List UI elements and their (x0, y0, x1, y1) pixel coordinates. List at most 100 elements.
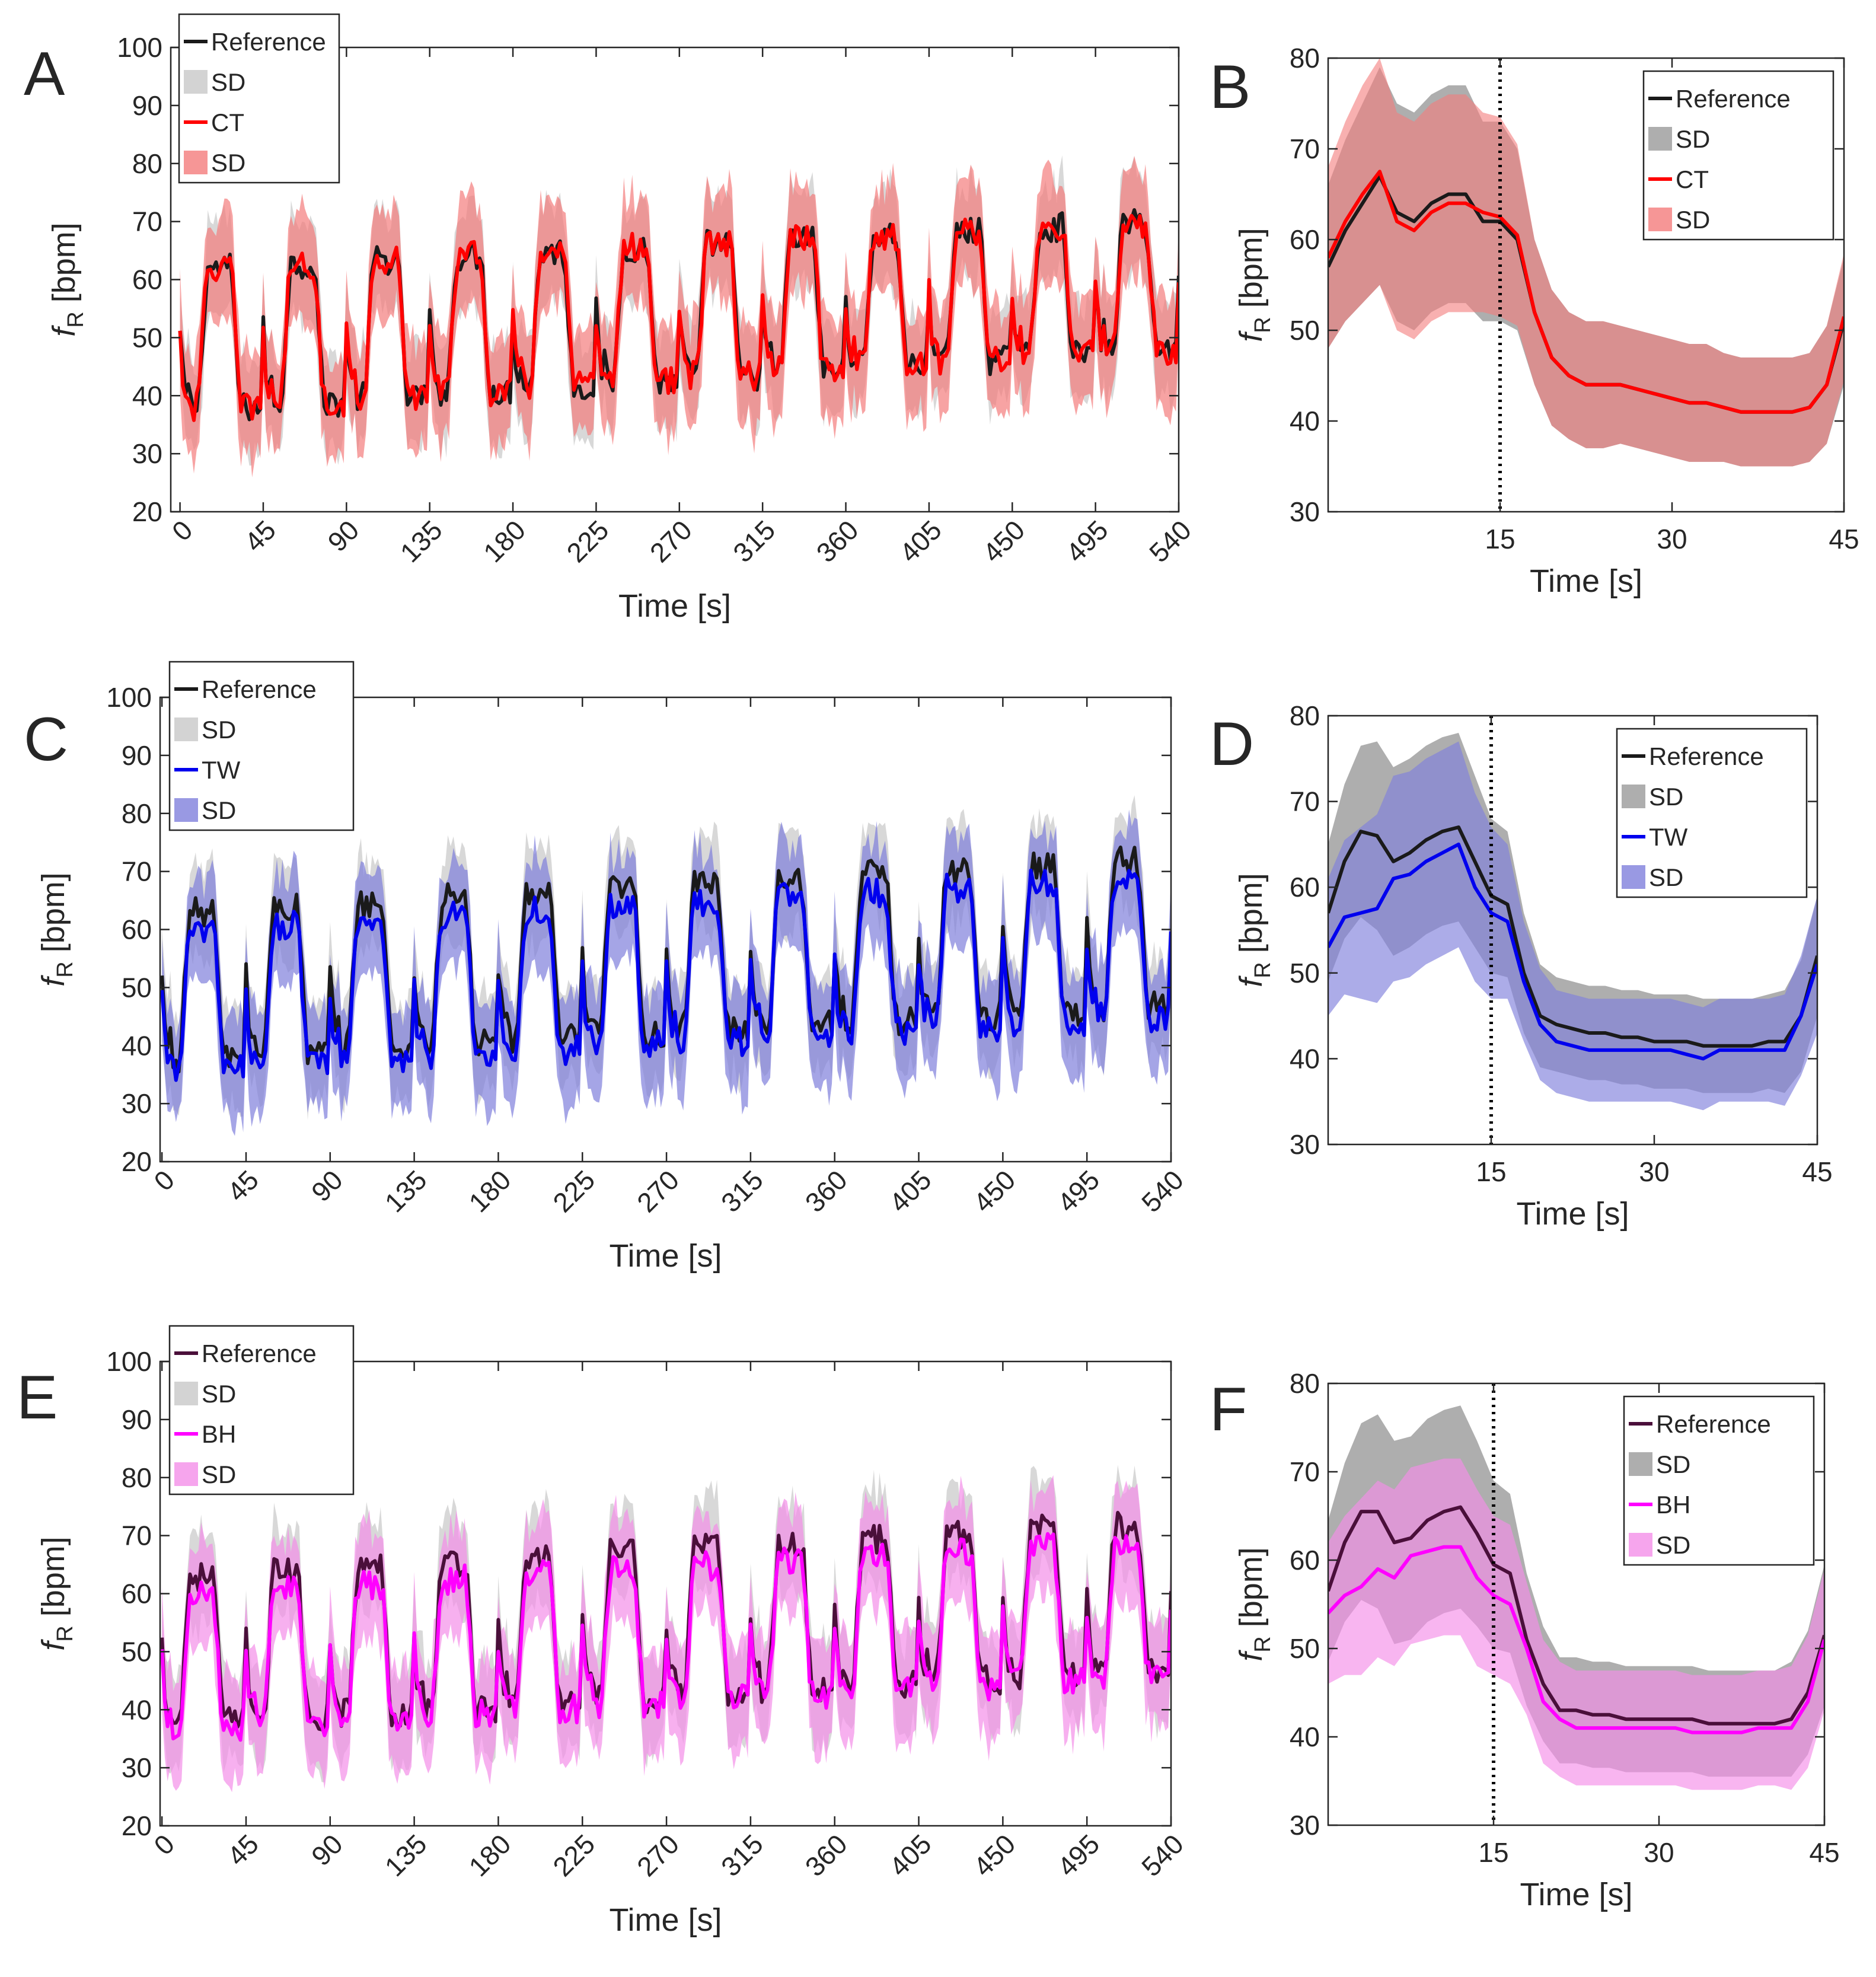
x-tick-label: 45 (221, 1164, 264, 1207)
x-tick-label: 90 (321, 514, 365, 557)
legend: Reference SD BH SD (1623, 1395, 1815, 1566)
legend-label: Reference (1649, 742, 1764, 770)
x-axis-label: Time [s] (1530, 563, 1642, 599)
legend-label: SD (202, 716, 236, 744)
legend-label: SD (1656, 1531, 1690, 1559)
y-tick-label: 30 (122, 1088, 152, 1119)
x-tick-label: 360 (799, 1164, 853, 1218)
legend-label: Reference (1676, 85, 1791, 113)
y-tick-label: 90 (122, 740, 152, 771)
panel-letter: C (24, 705, 68, 774)
y-tick-label: 50 (122, 972, 152, 1003)
legend: Reference SD CT SD (1642, 70, 1834, 241)
x-tick-label: 45 (1802, 1156, 1832, 1187)
y-tick-label: 40 (1290, 406, 1320, 436)
panel-b: 30 40 50 60 70 80 15 30 45 Time [s] fR [bpm] B Refer… (1210, 43, 1859, 599)
legend-label: Reference (211, 28, 326, 56)
x-tick-label: 135 (379, 1828, 433, 1882)
x-tick-label: 495 (1051, 1164, 1105, 1218)
legend-box (1616, 728, 1808, 898)
y-axis-label: fR [bpm] (36, 872, 78, 987)
series-layer (1328, 732, 1817, 1111)
x-tick-label: 270 (644, 514, 698, 568)
y-tick-label: 100 (106, 682, 152, 713)
legend-box (168, 1325, 355, 1495)
legend-box (168, 661, 355, 831)
series-line-ct (178, 213, 1179, 422)
legend-swatch-band (1622, 865, 1645, 889)
x-tick-label: 15 (1478, 1837, 1508, 1868)
x-tick-label: 360 (811, 514, 864, 568)
legend-label: SD (1649, 783, 1683, 811)
sd-band-bh (1328, 1458, 1824, 1790)
x-axis-label: Time [s] (609, 1238, 722, 1274)
x-tick-label: 90 (305, 1164, 349, 1207)
legend: Reference SD CT SD (178, 13, 340, 184)
y-tick-label: 60 (132, 264, 162, 295)
panel-d: 30 40 50 60 70 80 15 30 45 Time [s] fR [bpm] D Refer… (1210, 700, 1833, 1232)
panel-e: 20 30 40 50 60 70 80 90 100 0 45 90 135 180 225 270 315 3… (17, 1325, 1189, 1938)
legend: Reference SD BH SD (168, 1325, 355, 1495)
x-tick-label: 225 (560, 514, 614, 568)
x-tick-label: 315 (715, 1828, 769, 1882)
y-tick-label: 80 (1290, 43, 1320, 74)
x-tick-label: 135 (379, 1164, 433, 1218)
y-axis-label: fR [bpm] (1233, 1547, 1275, 1662)
y-tick-label: 60 (1290, 224, 1320, 255)
x-tick-label: 315 (727, 514, 781, 568)
y-tick-label: 80 (122, 798, 152, 829)
series-layer (1328, 1405, 1824, 1790)
y-tick-label: 40 (1290, 1043, 1320, 1074)
y-tick-label: 60 (122, 914, 152, 945)
series-line-reference (160, 845, 1171, 1074)
y-tick-label: 70 (1290, 133, 1320, 164)
y-tick-label: 20 (122, 1146, 152, 1177)
x-tick-label: 15 (1485, 524, 1515, 554)
x-tick-label: 45 (238, 514, 282, 557)
x-tick-label: 45 (1829, 524, 1859, 554)
legend-label: SD (1676, 206, 1710, 234)
y-tick-label: 40 (1290, 1721, 1320, 1752)
y-tick-label: 30 (132, 438, 162, 469)
legend: Reference SD TW SD (1616, 728, 1808, 898)
x-tick-label: 540 (1135, 1164, 1189, 1218)
y-tick-label: 50 (1290, 1633, 1320, 1664)
x-tick-label: 30 (1639, 1156, 1669, 1187)
x-tick-label: 30 (1657, 524, 1687, 554)
y-tick-label: 30 (1290, 1810, 1320, 1841)
x-tick-label: 135 (394, 514, 448, 568)
y-axis-label: fR [bpm] (1233, 873, 1275, 987)
series-layer (160, 1465, 1171, 1793)
y-tick-label: 30 (122, 1752, 152, 1783)
y-tick-label: 60 (122, 1579, 152, 1609)
x-tick-label: 405 (894, 514, 947, 568)
y-tick-label: 80 (122, 1462, 152, 1493)
axes-box (1327, 57, 1845, 513)
y-tick-label: 80 (1290, 700, 1320, 731)
legend-swatch-band (184, 70, 208, 94)
y-tick-label: 60 (1290, 872, 1320, 903)
y-tick-label: 30 (1290, 496, 1320, 527)
x-tick-label: 180 (462, 1164, 516, 1218)
x-tick-label: 450 (977, 514, 1030, 568)
y-tick-label: 50 (1290, 315, 1320, 346)
legend-swatch-band (174, 1382, 198, 1405)
x-tick-label: 90 (305, 1828, 349, 1871)
axes-box (1327, 1382, 1826, 1826)
panel-letter: F (1210, 1375, 1248, 1444)
legend-swatch-band (1648, 127, 1672, 151)
legend-label: Reference (1656, 1410, 1771, 1438)
panel-letter: A (24, 40, 65, 109)
y-tick-label: 40 (122, 1030, 152, 1061)
y-tick-label: 100 (117, 32, 162, 63)
x-tick-label: 180 (462, 1828, 516, 1882)
legend-swatch-band (1622, 785, 1645, 808)
y-tick-label: 70 (132, 206, 162, 237)
x-tick-label: 495 (1051, 1828, 1105, 1882)
legend-label: TW (1649, 823, 1688, 851)
y-tick-label: 50 (122, 1636, 152, 1667)
panel-letter: E (17, 1363, 58, 1432)
x-tick-label: 540 (1143, 514, 1197, 568)
legend-swatch-band (1648, 208, 1672, 231)
